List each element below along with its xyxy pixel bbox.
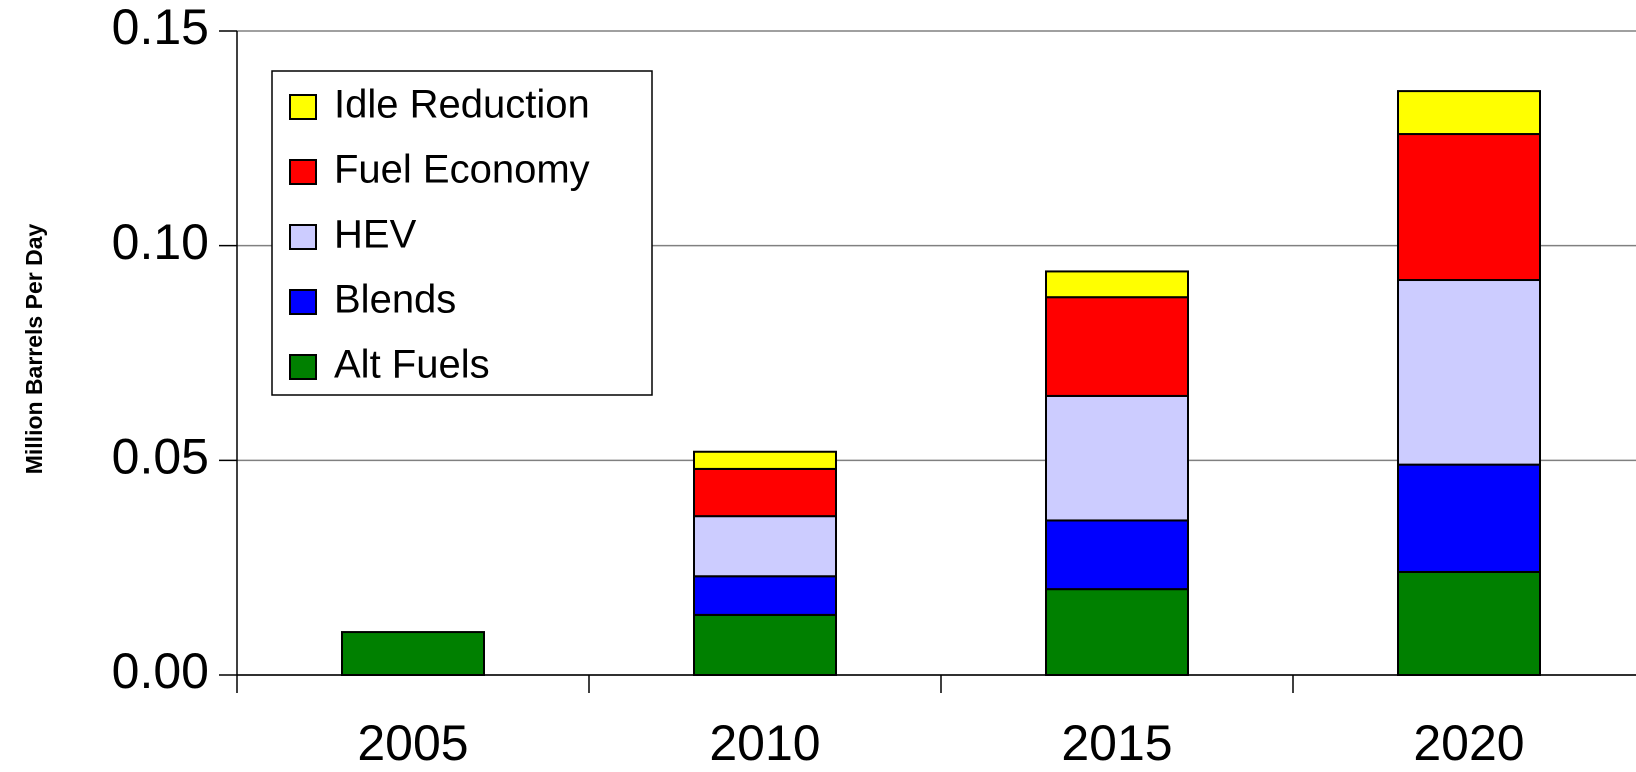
x-tick-label: 2010 [709, 715, 820, 771]
y-axis-label: Million Barrels Per Day [21, 224, 47, 475]
bar-segment [693, 575, 837, 616]
x-tick-label: 2015 [1061, 715, 1172, 771]
bar-segment [1397, 570, 1541, 677]
legend-label: Fuel Economy [334, 148, 590, 192]
bar-segment [1397, 463, 1541, 573]
legend-swatch [289, 224, 317, 250]
bar-segment [693, 467, 837, 518]
legend-swatch [289, 289, 317, 315]
bar-segment [693, 613, 837, 676]
bar-segment [1397, 279, 1541, 466]
legend-swatch [289, 94, 317, 120]
legend-label: Alt Fuels [334, 343, 490, 387]
bar-segment [341, 631, 485, 676]
legend-box [271, 70, 653, 396]
y-tick-label: 0.00 [112, 643, 209, 699]
y-tick-label: 0.10 [112, 214, 209, 270]
legend-label: Blends [334, 278, 456, 322]
bar-segment [1045, 296, 1189, 397]
bar-segment [1045, 270, 1189, 299]
bar-segment [1397, 90, 1541, 136]
legend-label: HEV [334, 213, 417, 257]
x-tick-label: 2005 [357, 715, 468, 771]
x-tick-label: 2020 [1413, 715, 1524, 771]
bar-segment [1045, 394, 1189, 522]
bar-segment [1045, 588, 1189, 677]
legend-swatch [289, 354, 317, 380]
legend-swatch [289, 159, 317, 185]
bar-segment [1397, 133, 1541, 282]
legend-label: Idle Reduction [334, 83, 590, 127]
y-tick-label: 0.05 [112, 429, 209, 485]
bar-segment [693, 515, 837, 578]
y-tick-label: 0.15 [112, 0, 209, 55]
bar-segment [1045, 519, 1189, 591]
bar-segment [693, 450, 837, 470]
